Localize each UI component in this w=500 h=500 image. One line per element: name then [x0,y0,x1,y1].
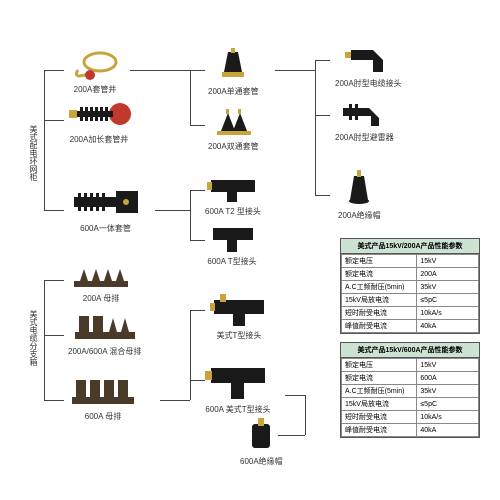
t2-connector-icon [205,170,261,204]
diagram-canvas: 美式配电环网柜 美式电缆分支箱 200A套管井 [0,0,500,500]
side-label-top: 美式配电环网柜 [28,125,39,181]
bushing-600a-icon [68,185,143,221]
table-600a-title: 美式产品15kV/600A产品性能参数 [341,343,479,358]
item-200a-elbow-connector: 200A肘型电缆接头 [335,42,402,89]
item-200a-double-bushing: 200A双通套管 [208,105,259,152]
us-t-600a-icon [205,360,271,402]
elbow-arrester-icon [339,98,389,130]
busbar-mixed-icon [71,310,139,344]
table-200a-title: 美式产品15kV/200A产品性能参数 [341,239,479,254]
elbow-connector-icon [345,42,391,76]
item-200a-single-bushing: 200A单通套管 [208,48,259,97]
bushing-well-icon [70,50,120,82]
insul-cap-200a-icon [344,170,374,208]
item-us-t-connector: 美式T型接头 [208,290,270,341]
item-600a-insul-cap: 600A绝缘帽 [240,418,283,467]
single-bushing-icon [212,48,254,84]
item-600a-us-t-connector: 600A 美式T型接头 [205,360,271,415]
item-600a-busbar: 600A 母排 [68,375,138,422]
bracket-top [44,70,45,210]
item-200a-busbar: 200A 母排 [70,265,132,304]
table-600a-params: 美式产品15kV/600A产品性能参数 额定电压15kV 额定电流600A A.… [340,342,480,438]
item-600a-t-connector: 600A T型接头 [205,220,259,267]
ext-bushing-icon [65,100,133,132]
item-200a-insul-cap: 200A绝缘帽 [338,170,381,221]
item-600a-t2-connector: 600A T2 型接头 [205,170,261,217]
item-mixed-busbar: 200A/600A 混合母排 [68,310,141,357]
double-bushing-icon [211,105,255,139]
us-t-icon [208,290,270,328]
busbar-600a-icon [68,375,138,409]
bracket-bottom [44,280,45,400]
item-200a-bushing-well: 200A套管井 [70,50,120,95]
item-600a-bushing: 600A一体套管 [68,185,143,234]
busbar-200a-icon [70,265,132,291]
table-200a-params: 美式产品15kV/200A产品性能参数 额定电压15kV 额定电流200A A.… [340,238,480,334]
t-connector-icon [205,220,259,254]
item-200a-ext-bushing-well: 200A加长套管井 [65,100,133,145]
side-label-bottom: 美式电缆分支箱 [28,310,39,366]
item-200a-elbow-arrester: 200A肘型避雷器 [335,98,394,143]
insul-cap-600a-icon [244,418,278,454]
